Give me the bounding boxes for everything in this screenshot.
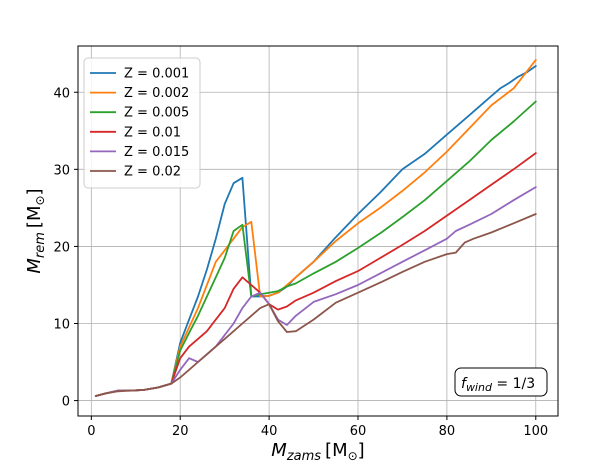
ticks: 0 20 40 60 80 100 0 10 20 30 40 [53, 86, 548, 439]
y-tick-label: 20 [53, 240, 70, 255]
y-tick-label: 10 [53, 318, 70, 333]
x-axis-label: Mzams [M⊙] [271, 440, 364, 463]
x-tick-label: 20 [172, 424, 189, 439]
y-axis-label: Mrem[M⊙] [24, 188, 48, 273]
legend-label: Z = 0.01 [124, 125, 181, 140]
y-tick-label: 40 [53, 86, 70, 101]
x-tick-label: 0 [87, 424, 95, 439]
series-layer [94, 59, 537, 397]
plot-area [94, 59, 537, 397]
annotation-box [454, 367, 548, 397]
x-tick-label: 40 [261, 424, 278, 439]
axes-frame [77, 45, 559, 417]
y-tick-label: 0 [62, 395, 70, 410]
legend-label: Z = 0.005 [124, 106, 189, 121]
legend-label: Z = 0.002 [124, 86, 189, 101]
fwind-annotation: fwind = 1/3 [454, 367, 548, 397]
x-tick-label: 60 [350, 424, 367, 439]
legend-label: Z = 0.02 [124, 165, 181, 180]
legend-box [83, 57, 201, 189]
grid [78, 46, 558, 416]
legend: Z = 0.001 Z = 0.002 Z = 0.005 Z = 0.01 Z = 0… [83, 57, 201, 189]
legend-label: Z = 0.001 [124, 67, 189, 82]
x-tick-label: 80 [439, 424, 456, 439]
legend-label: Z = 0.015 [124, 145, 189, 160]
annotation-text: fwind = 1/3 [461, 376, 535, 394]
legend-items: Z = 0.001 Z = 0.002 Z = 0.005 Z = 0.01 Z = 0… [90, 67, 189, 180]
series-line-6 [94, 213, 537, 397]
x-tick-label: 100 [523, 424, 548, 439]
y-tick-label: 30 [53, 163, 70, 178]
